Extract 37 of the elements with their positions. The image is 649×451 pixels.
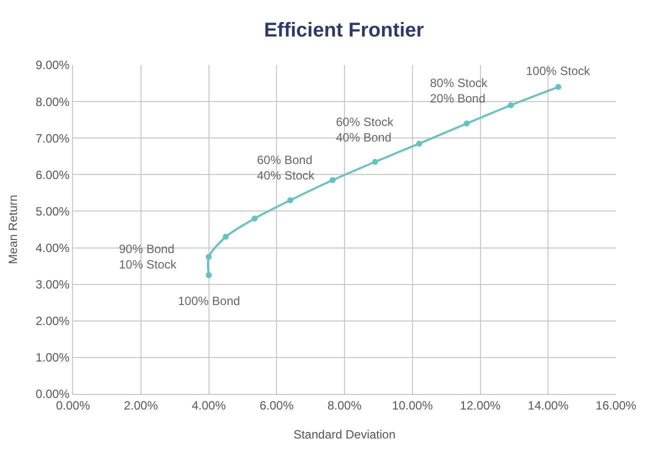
y-tick-label: 9.00% [36,58,70,72]
y-tick-label: 3.00% [36,278,70,292]
x-tick-label: 14.00% [528,398,569,412]
x-tick-label: 6.00% [260,398,294,412]
x-tick-label: 16.00% [596,398,637,412]
point [330,177,336,184]
point [555,84,562,90]
y-axis-title: Mean Return [6,194,20,264]
annotation: 60% Stock 40% Bond [336,115,394,145]
x-tick-label: 2.00% [124,398,158,412]
annotation: 80% Stock 20% Bond [430,76,488,106]
point [252,216,258,222]
annotation: 90% Bond 10% Stock [119,242,178,272]
y-tick-label: 8.00% [36,94,70,109]
point [416,140,422,147]
point [206,272,212,278]
x-tick-label: 10.00% [392,398,434,412]
point [222,234,229,240]
y-tick-label: 7.00% [36,131,70,146]
y-tick-label: 2.00% [36,314,70,328]
point [372,158,378,165]
y-tick-label: 4.00% [36,240,70,255]
x-tick-label: 8.00% [327,398,362,412]
annotation: 60% Bond 40% Stock [257,153,316,183]
chart-title: Efficient Frontier [264,20,424,42]
point [464,120,470,126]
x-tick-label: 4.00% [192,398,226,412]
y-tick-label: 6.00% [36,168,70,182]
point [287,197,294,204]
annotation: 100% Bond [178,294,240,308]
point [508,102,514,108]
point [206,254,212,260]
x-tick-label: 12.00% [460,398,501,412]
y-tick-label: 5.00% [36,204,70,218]
y-tick-label: 1.00% [36,350,70,365]
annotation: 100% Stock [526,64,592,78]
x-axis-title: Standard Deviation [293,427,396,442]
